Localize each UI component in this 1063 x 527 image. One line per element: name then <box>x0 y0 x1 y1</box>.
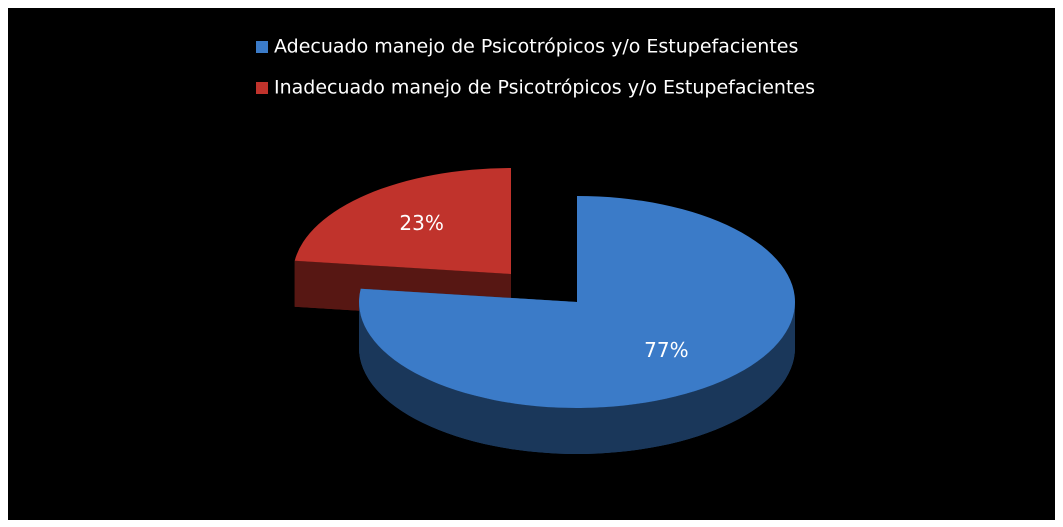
legend-swatch <box>256 41 268 53</box>
slice <box>294 168 511 274</box>
slice-side-shade <box>359 302 795 454</box>
data-label: 77% <box>644 338 688 362</box>
slice <box>358 196 795 408</box>
legend-swatch <box>256 82 268 94</box>
data-label: 23% <box>399 211 443 235</box>
legend-label: Adecuado manejo de Psicotrópicos y/o Est… <box>274 36 798 58</box>
legend-label: Inadecuado manejo de Psicotrópicos y/o E… <box>274 77 815 99</box>
